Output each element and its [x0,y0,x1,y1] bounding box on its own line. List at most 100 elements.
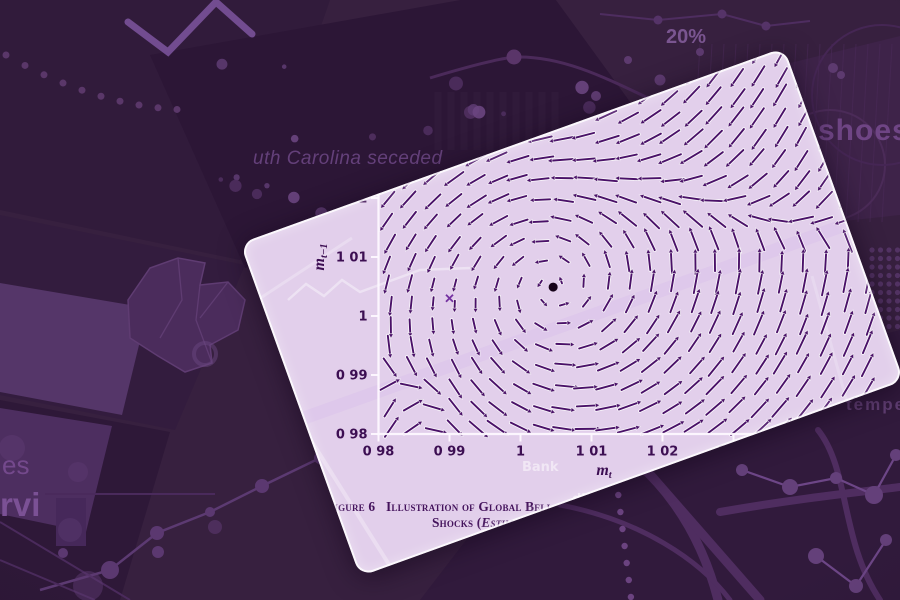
quiver-arrowhead [423,204,430,211]
bg-route-dot [621,542,628,550]
bg-dot [216,58,228,70]
quiver-arrowhead [815,225,822,233]
quiver-arrowhead [716,268,723,275]
quiver-arrow [819,354,832,375]
quiver-arrowhead [508,241,515,247]
quiver-arrowhead [525,177,532,184]
quiver-arrow [430,277,436,290]
quiver-arrow [639,401,659,413]
bg-dotted-route [608,440,635,600]
bg-text-tempe: tempe [846,395,900,414]
quiver-arrow [431,296,435,308]
quiver-arrow [534,239,550,243]
quiver-arrowhead [675,309,681,316]
quiver-arrow [750,215,772,223]
quiver-arrow [553,216,572,222]
bg-dot [624,56,632,64]
quiver-arrowhead [515,283,522,290]
x-axis-label-sub: t [609,470,613,481]
quiver-arrowhead [386,311,394,318]
quiver-arrowhead [549,426,556,433]
quiver-arrow [599,339,616,351]
quiver-arrowhead [525,389,533,395]
bg-node [255,479,269,493]
bg-dot [40,71,48,79]
quiver-arrow [551,158,574,162]
quiver-arrow [533,198,552,202]
quiver-arrowhead [569,341,576,348]
quiver-arrowhead [808,219,816,226]
quiver-arrow [666,312,680,334]
quiver-arrow [642,132,662,144]
quiver-arrowhead [803,312,810,319]
quiver-arrow [399,382,420,389]
quiver-arrowhead [381,269,388,276]
quiver-arrowhead [470,265,477,273]
quiver-arrow [403,422,420,435]
quiver-arrowhead [745,200,753,207]
quiver-arrowhead [564,300,571,308]
bg-network-node [890,449,900,461]
quiver-arrowhead [613,337,620,344]
bg-network-node [865,486,883,504]
quiver-arrow [555,342,572,346]
bg-halftone-dot [869,247,875,253]
card-label-bank: Bank [522,460,559,475]
quiver-arrowhead [542,325,549,332]
bg-dot [251,188,263,200]
quiver-arrow [774,229,786,250]
quiver-arrowhead [718,374,726,382]
quiver-arrow [774,170,790,186]
quiver-arrowhead [676,355,683,362]
quiver-arrow [731,314,742,336]
bg-dot [472,105,486,119]
quiver-arrow [755,356,768,375]
quiver-arrow [534,322,546,330]
quiver-arrowhead [592,341,600,348]
quiver-arrowhead [613,175,620,182]
quiver-arrow [732,294,741,316]
quiver-arrowhead [570,406,577,413]
quiver-arrow [663,382,681,396]
quiver-arrow [841,356,853,376]
quiver-arrowhead [747,183,754,190]
quiver-arrow [681,195,705,201]
quiver-arrow [753,379,768,396]
quiver-arrowhead [681,209,689,216]
quiver-arrowhead [719,397,727,404]
quiver-arrowhead [558,275,565,282]
quiver-arrowhead [492,263,499,271]
quiver-arrowhead [824,289,831,297]
quiver-arrowhead [694,267,701,274]
quiver-arrowhead [844,266,851,273]
quiver-arrowhead [549,386,557,393]
quiver-arrow [660,153,682,164]
bg-network-node [830,472,842,484]
quiver-arrowhead [656,159,664,165]
quiver-arrowhead [848,352,855,360]
quiver-arrow [685,128,704,144]
bg-halftone-dot [894,272,900,279]
quiver-arrow [692,271,699,295]
card-wave-line [287,266,471,301]
bg-halftone-dot [869,255,875,262]
quiver-arrow [775,376,790,394]
quiver-arrowhead [410,352,417,359]
quiver-arrow [554,384,576,388]
bg-dot [575,80,589,95]
bg-road [643,467,765,600]
quiver-arrowhead [748,123,755,130]
quiver-arrow [795,377,810,398]
quiver-arrow [490,193,510,203]
bg-halftone-dot [894,281,900,287]
quiver-arrow [775,47,787,65]
quiver-arrow [707,66,723,86]
quiver-arrowhead [867,328,874,336]
quiver-arrowhead [814,203,822,210]
quiver-arrowhead [714,289,721,296]
quiver-arrow [798,401,812,418]
quiver-arrowhead [829,375,836,382]
quiver-arrow [577,215,594,224]
quiver-arrow [750,172,768,188]
quiver-arrowhead [678,177,685,184]
